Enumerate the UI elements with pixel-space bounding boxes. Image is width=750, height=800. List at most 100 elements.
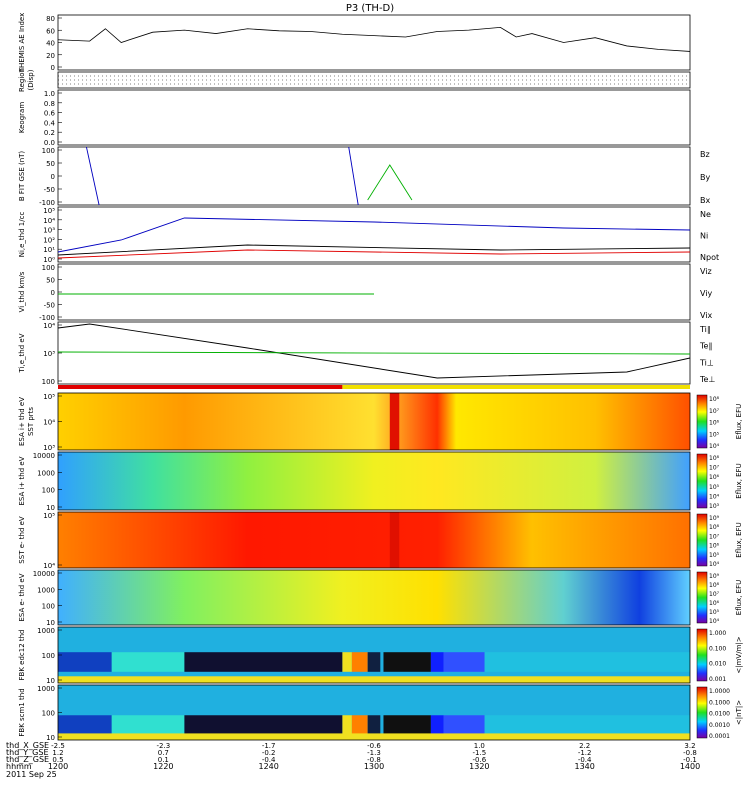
series-te [57, 323, 691, 379]
panel-frame [57, 263, 691, 321]
time-tick-label: 1320 [469, 762, 489, 771]
y-tick-label: 1.0 [44, 90, 55, 98]
y-axis-label: Ti,e_thd eV [18, 333, 26, 373]
heatmap-block [484, 652, 690, 672]
legend-entry: Vix [700, 311, 713, 320]
heatmap-band [58, 676, 690, 683]
colorbar-tick-label: 1.0000 [709, 688, 730, 695]
y-tick-label: 0 [51, 173, 55, 181]
time-tick-label: 1400 [680, 762, 700, 771]
y-tick-label: 100 [42, 652, 55, 660]
colorbar-tick-label: 10⁴ [709, 618, 720, 625]
y-tick-label: 50 [46, 277, 55, 285]
y-axis-label: ESA i+ thd eV [18, 397, 26, 446]
heatmap-block [367, 652, 381, 672]
y-tick-label: 10⁵ [43, 393, 55, 401]
y-tick-label: 100 [42, 378, 55, 386]
legend-entry: Ti∥ [699, 325, 711, 334]
y-axis-label: ESA i+ thd eV [18, 456, 26, 505]
y-axis-label: Keogram [18, 102, 26, 133]
colorbar-tick-label: 10⁹ [709, 515, 720, 522]
y-axis-label-2: SST prts [27, 407, 35, 436]
y-axis-label: FBK scm1 thd [18, 688, 26, 736]
colorbar-label: <|mV/m|> [735, 636, 743, 673]
y-tick-label: 10⁴ [43, 562, 55, 570]
colorbar-tick-label: 10⁶ [709, 474, 720, 481]
panel-ae: THEMIS AE Index 80 60 40 20 0 [18, 13, 691, 73]
legend-entry: By [700, 173, 710, 182]
heatmap-block [111, 715, 185, 735]
heatmap-block [342, 652, 352, 672]
y-tick-label: 10 [46, 734, 55, 742]
series-npot [57, 217, 691, 253]
y-tick-label: 10⁵ [43, 512, 55, 520]
legend-entry: Viz [700, 267, 712, 276]
y-tick-label: -100 [39, 314, 55, 322]
y-axis-label: THEMIS AE Index [18, 13, 26, 73]
series-ti [57, 351, 691, 355]
panel-frame [57, 146, 691, 206]
y-tick-label: 10⁵ [43, 207, 55, 215]
time-tick-label: 1240 [258, 762, 278, 771]
y-axis-label: B FIT GSE (nT) [18, 151, 26, 202]
time-axis-value: -2.5 [51, 742, 65, 750]
colorbar-tick-label: 10⁴ [709, 443, 720, 450]
colorbar-tick-label: 10⁵ [709, 552, 720, 559]
legend-entry: Viy [700, 289, 713, 298]
y-tick-label: 100 [42, 147, 55, 155]
y-tick-label: 100 [42, 487, 55, 495]
colorbar-label: <|nT|> [735, 700, 743, 725]
colorbar-tick-label: 10⁴ [709, 561, 720, 568]
y-tick-label: 0.6 [44, 110, 56, 118]
time-tick-label: 1220 [153, 762, 173, 771]
heatmap-block [58, 652, 112, 672]
y-tick-label: 100 [42, 710, 55, 718]
colorbar-tick-label: 10⁸ [709, 582, 720, 589]
colorbar-tick-label: 10⁸ [709, 396, 720, 403]
colorbar-fbk12 [696, 628, 708, 682]
time-axis-value: -1.3 [367, 749, 381, 757]
legend-entry: Bz [700, 150, 710, 159]
legend-entry: Te∥ [699, 342, 712, 351]
colorbar-tick-label: 0.100 [709, 645, 726, 652]
colorbar-sste [696, 513, 708, 567]
panel-temp: Ti,e_thd eV 10⁴ 10³ 100 Ti∥ Te∥ Ti⊥ Te⊥ [18, 321, 715, 386]
panel-frame [57, 569, 691, 626]
y-tick-label: 10³ [43, 227, 55, 235]
colorbar-esae [696, 571, 708, 624]
series-bx [348, 146, 359, 206]
colorbar-tick-label: 10⁶ [709, 543, 720, 550]
legend-entry: Te⊥ [699, 375, 715, 384]
colorbar-tick-label: 0.1000 [709, 699, 730, 706]
colorbar-tick-label: 0.0001 [709, 733, 730, 740]
time-axis-value: -0.4 [578, 756, 592, 764]
heatmap-spike [389, 393, 400, 450]
time-axis-value: -0.8 [367, 756, 381, 764]
heatmap-block [184, 652, 343, 672]
time-axis-value: 3.2 [684, 742, 695, 750]
y-tick-label: 50 [46, 160, 55, 168]
y-tick-label: 20 [46, 52, 55, 60]
time-axis-value: 0.5 [52, 756, 63, 764]
legend-entry: Ti⊥ [699, 358, 714, 367]
y-axis-label: ESA e- thd eV [18, 573, 26, 621]
row-label-z: thd_Z_GSE [6, 755, 49, 764]
status-bar-yellow [342, 385, 690, 389]
y-tick-label: 1000 [37, 685, 55, 693]
colorbar-tick-label: 10⁷ [709, 533, 720, 540]
y-tick-label: 10 [46, 504, 55, 512]
y-tick-label: 0.8 [44, 100, 55, 108]
time-axis-value: -2.3 [156, 742, 170, 750]
time-tick-label: 1200 [48, 762, 68, 771]
time-axis-value: -0.4 [262, 756, 276, 764]
y-axis-label: Vi_thd km/s [18, 271, 26, 312]
panel-sste: 10⁹ 10⁸ 10⁷ 10⁶ 10⁵ 10⁴ Eflux, EFU SST e- thd e… [18, 511, 743, 570]
y-tick-label: 0 [51, 64, 55, 72]
legend-entry: Npot [700, 253, 719, 262]
colorbar-label: Eflux, EFU [735, 522, 743, 557]
y-axis-label: FBK edc12 thd [18, 630, 26, 681]
heatmap-sste [58, 512, 690, 568]
y-tick-label: 10² [43, 236, 55, 244]
colorbar-tick-label: 10⁵ [709, 431, 720, 438]
